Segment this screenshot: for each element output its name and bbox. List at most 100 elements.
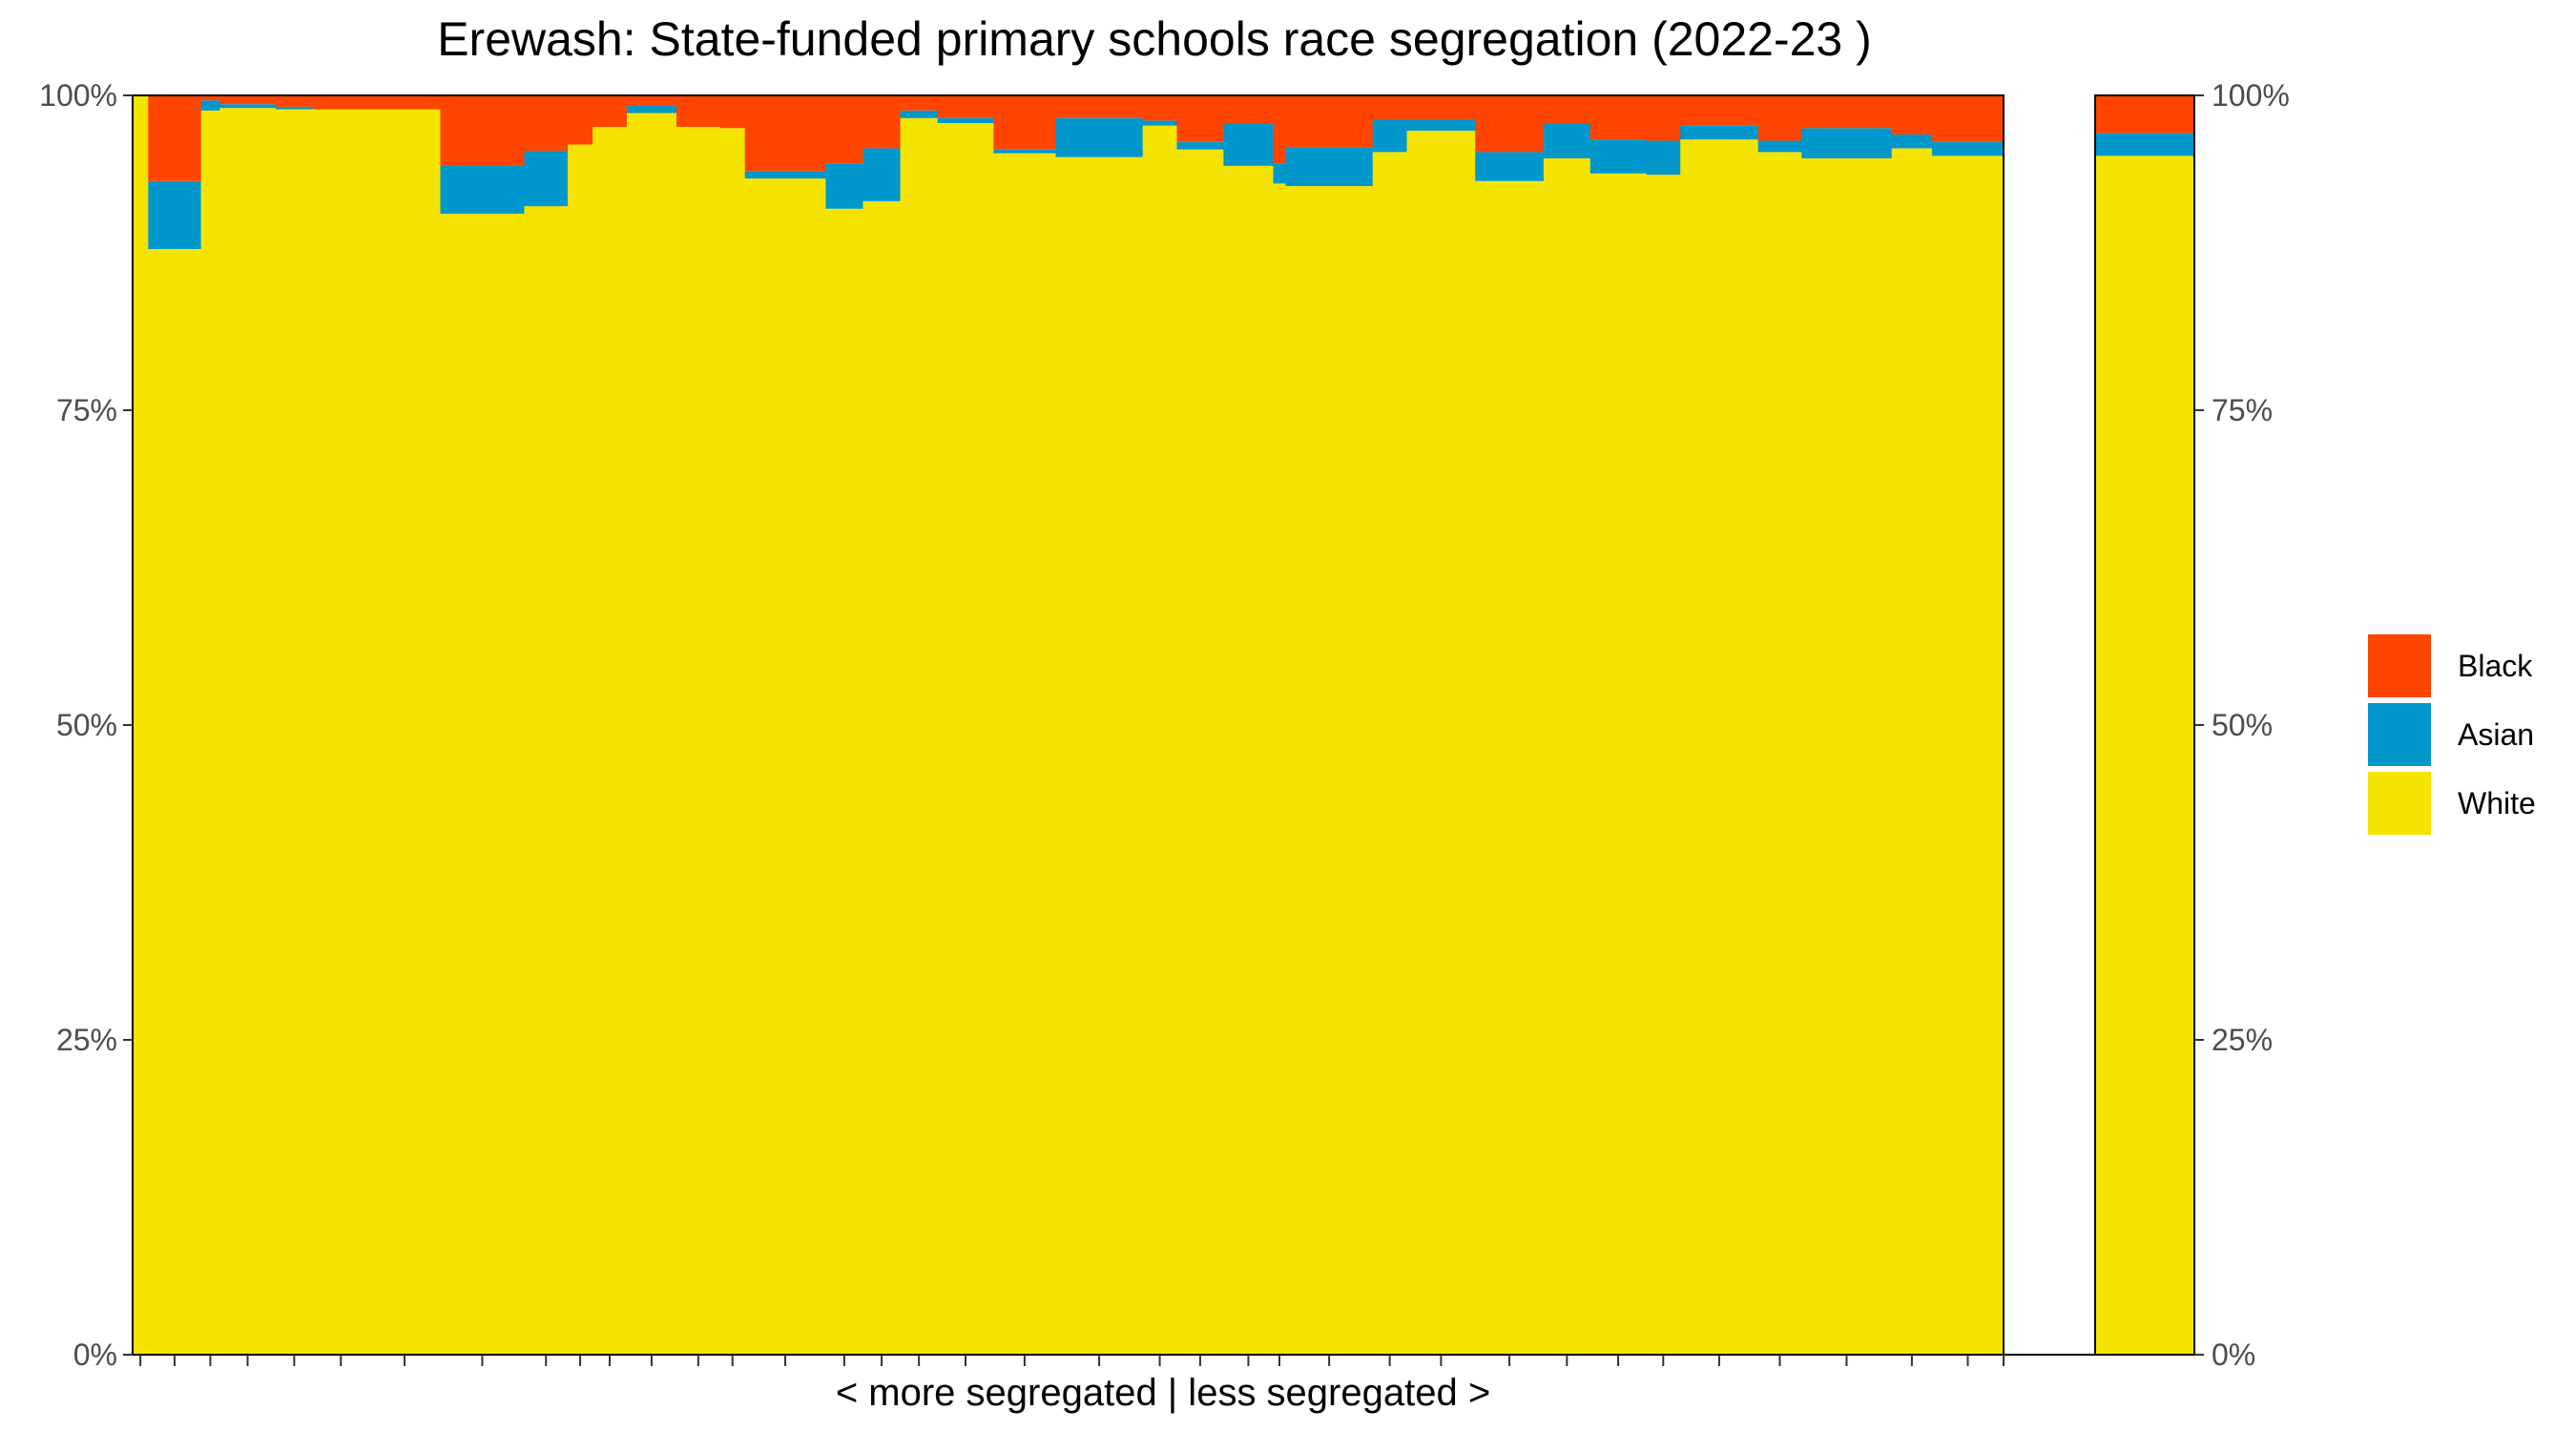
bar-segment-asian-16 — [862, 148, 902, 201]
legend-label-white: White — [2458, 786, 2536, 820]
bar-segment-black-25 — [1285, 95, 1374, 148]
bar-segment-white-3 — [219, 108, 277, 1356]
bar-segment-black-9 — [568, 95, 593, 145]
bar-segment-white-16 — [862, 200, 902, 1355]
bar-segment-black-1 — [148, 95, 202, 181]
bar-segment-black-10 — [592, 95, 628, 127]
bar-segment-black-33 — [1757, 95, 1802, 141]
y-tick-label-left: 25% — [56, 1023, 117, 1057]
bar-segment-white-7 — [440, 214, 526, 1356]
bar-segment-white-14 — [744, 178, 827, 1355]
bar-segment-asian-31 — [1646, 140, 1681, 176]
bar-segment-white-32 — [1680, 139, 1759, 1356]
bar-segment-black-23 — [1223, 95, 1275, 124]
bar-segment-white-18 — [937, 123, 994, 1355]
bar-segment-white-28 — [1475, 180, 1545, 1355]
bar-segment-black-22 — [1176, 95, 1224, 142]
y-tick-label-right: 25% — [2212, 1023, 2273, 1057]
bar-segment-asian-18 — [937, 117, 994, 124]
bar-segment-asian-22 — [1176, 141, 1224, 150]
bar-segment-black-14 — [744, 95, 827, 172]
bar-segment-black-17 — [900, 95, 939, 111]
y-tick-label-left: 0% — [73, 1338, 117, 1372]
bar-segment-white-13 — [719, 128, 746, 1355]
bar-segment-asian-36 — [1932, 141, 2005, 156]
y-tick-label-left: 75% — [56, 393, 117, 427]
bar-segment-white-24 — [1273, 183, 1287, 1355]
bar-segment-asian-3 — [219, 104, 277, 109]
bar-segment-asian-29 — [1543, 123, 1591, 158]
bar-segment-white-9 — [568, 144, 593, 1356]
bar-segment-asian-23 — [1223, 123, 1275, 166]
summary-segment-white — [2095, 156, 2194, 1356]
bar-segment-black-35 — [1891, 95, 1933, 135]
bar-segment-black-28 — [1475, 95, 1545, 153]
bar-segment-white-33 — [1757, 152, 1802, 1355]
bar-segment-asian-24 — [1273, 163, 1287, 184]
y-tick-label-left: 100% — [39, 78, 117, 113]
bar-segment-asian-27 — [1406, 119, 1476, 131]
legend-label-asian: Asian — [2458, 717, 2534, 752]
bar-segment-white-17 — [900, 117, 939, 1355]
bar-segment-white-20 — [1055, 156, 1144, 1356]
bar-segment-black-15 — [825, 95, 864, 164]
bar-segment-asian-4 — [275, 106, 314, 110]
bar-segment-white-4 — [275, 109, 314, 1355]
summary-segment-black — [2095, 95, 2194, 134]
bar-segment-asian-11 — [626, 105, 677, 114]
bar-segment-white-22 — [1176, 149, 1224, 1355]
bar-segment-black-11 — [626, 95, 677, 106]
bar-segment-asian-8 — [524, 151, 569, 207]
bar-segment-asian-1 — [148, 180, 202, 250]
legend: Black Asian White — [2368, 634, 2536, 835]
y-tick-label-left: 50% — [56, 708, 117, 742]
bar-segment-white-27 — [1406, 130, 1476, 1356]
bar-segment-asian-30 — [1589, 139, 1647, 174]
bar-segment-white-30 — [1589, 173, 1647, 1356]
bar-segment-black-30 — [1589, 95, 1647, 140]
bar-segment-black-29 — [1543, 95, 1591, 124]
chart-title: Erewash: State-funded primary schools ra… — [437, 12, 1872, 66]
bar-segment-white-12 — [676, 127, 721, 1355]
bar-segment-white-36 — [1932, 156, 2005, 1356]
bar-segment-white-31 — [1646, 175, 1681, 1355]
bar-segment-black-5 — [312, 95, 370, 110]
legend-swatch-black — [2368, 634, 2431, 697]
y-tick-label-right: 75% — [2212, 393, 2273, 427]
bar-segment-white-8 — [524, 206, 569, 1355]
x-axis-label: < more segregated | less segregated > — [836, 1372, 1490, 1414]
legend-swatch-white — [2368, 772, 2431, 835]
bar-segment-black-8 — [524, 95, 569, 152]
bar-segment-asian-2 — [200, 100, 220, 111]
bar-segment-black-3 — [219, 95, 277, 105]
bar-segment-asian-34 — [1801, 128, 1893, 158]
bar-segment-asian-15 — [825, 163, 864, 209]
bar-segment-black-12 — [676, 95, 721, 127]
legend-label-black: Black — [2458, 649, 2533, 683]
bar-segment-black-24 — [1273, 95, 1287, 164]
bar-segment-asian-21 — [1142, 120, 1178, 126]
bar-segment-asian-20 — [1055, 117, 1144, 157]
bar-segment-white-26 — [1372, 152, 1408, 1355]
bar-segment-black-7 — [440, 95, 526, 166]
bar-segment-asian-17 — [900, 110, 939, 118]
axes: 0% 0% 25% 25% 50% 50% 75% 75% 100% 100% — [39, 78, 2290, 1372]
bar-segment-white-5 — [312, 109, 370, 1355]
bar-segment-white-23 — [1223, 165, 1275, 1355]
bar-segment-white-21 — [1142, 125, 1178, 1356]
bar-segment-white-10 — [592, 127, 628, 1355]
bar-segment-black-19 — [993, 95, 1057, 150]
bar-segment-white-34 — [1801, 158, 1893, 1355]
bar-segment-asian-32 — [1680, 125, 1759, 140]
y-tick-label-right: 0% — [2212, 1338, 2255, 1372]
school-bars — [133, 95, 2005, 1356]
bar-segment-asian-35 — [1891, 134, 1933, 149]
bar-segment-black-21 — [1142, 95, 1178, 121]
bar-segment-black-36 — [1932, 95, 2005, 142]
bar-segment-white-6 — [368, 109, 442, 1355]
bar-segment-asian-33 — [1757, 140, 1802, 153]
summary-bar-group — [2095, 95, 2194, 1356]
bar-segment-asian-19 — [993, 149, 1057, 154]
bar-segment-white-1 — [148, 249, 202, 1355]
